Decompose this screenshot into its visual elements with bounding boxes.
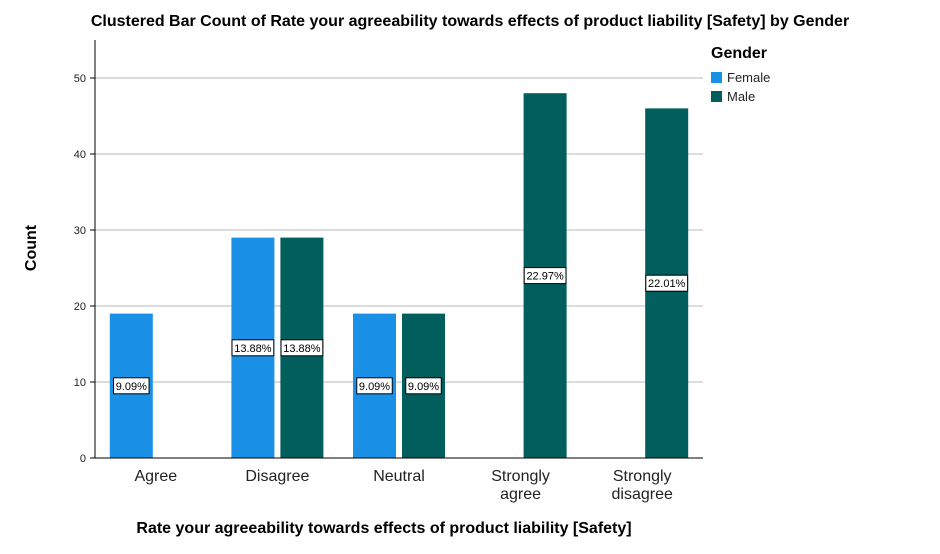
legend: Gender Female Male	[711, 45, 770, 104]
data-label-box	[405, 377, 442, 395]
x-tick-label: disagree	[612, 486, 673, 503]
x-tick-label: Strongly	[613, 468, 672, 485]
data-label-box	[113, 377, 150, 395]
data-label-box	[231, 339, 275, 357]
data-label: 9.09%	[116, 381, 147, 393]
legend-swatch-female	[711, 72, 722, 83]
x-tick-label: Disagree	[245, 468, 309, 485]
y-tick-label: 30	[74, 225, 86, 237]
x-axis: Agree Disagree Neutral StronglyagreeStrongl…	[95, 457, 703, 503]
legend-title: Gender	[711, 45, 767, 62]
x-tick-label: Strongly	[491, 468, 550, 485]
data-label: 9.09%	[408, 381, 439, 393]
y-axis: 0 10 20 30 40 50	[74, 40, 96, 465]
legend-swatch-male	[711, 91, 722, 102]
x-tick-label: Agree	[134, 468, 177, 485]
data-labels: 9.09% 13.88% 13.88% 9.09% 9.09% 22.97% 22.01%	[113, 267, 689, 395]
y-tick-label: 50	[74, 73, 86, 85]
y-tick-label: 40	[74, 149, 86, 161]
y-axis-title: Count	[23, 224, 40, 271]
data-label-box	[645, 274, 689, 292]
data-label: 9.09%	[359, 381, 390, 393]
data-label: 13.88%	[234, 343, 272, 355]
legend-label-male: Male	[727, 89, 755, 104]
chart-title: Clustered Bar Count of Rate your agreeab…	[91, 13, 849, 30]
legend-label-female: Female	[727, 70, 770, 85]
bars	[109, 93, 689, 459]
data-label: 22.97%	[526, 271, 564, 283]
data-label-box	[523, 267, 567, 285]
data-label-box	[356, 377, 393, 395]
x-tick-label: agree	[500, 486, 541, 503]
data-label: 13.88%	[283, 343, 321, 355]
data-label-box	[280, 339, 324, 357]
gridlines	[95, 77, 703, 383]
y-tick-label: 20	[74, 301, 86, 313]
x-axis-title: Rate your agreeability towards effects o…	[136, 520, 631, 537]
data-label: 22.01%	[648, 278, 686, 290]
y-tick-label: 0	[80, 453, 86, 465]
y-tick-label: 10	[74, 377, 86, 389]
x-tick-label: Neutral	[373, 468, 425, 485]
